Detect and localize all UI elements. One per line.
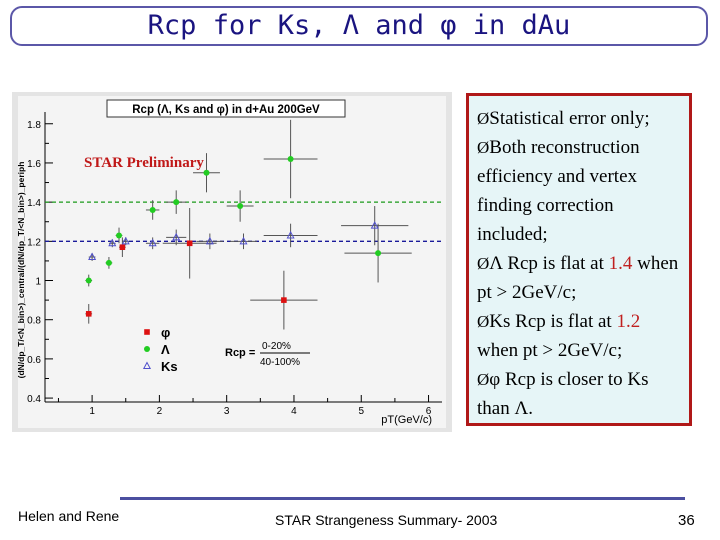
bullet-text: Both reconstruction efficiency and verte… [477, 137, 640, 245]
chart-title: Rcp (Λ, Ks and φ) in d+Au 200GeV [132, 104, 320, 116]
arrow-bullet-icon: Ø [477, 254, 490, 273]
y-axis-label: (dN/dp_T/<N_bin>)_central/(dN/dp_T/<N_bi… [16, 162, 26, 379]
x-tick-label: 3 [224, 406, 230, 417]
y-tick-label: 0.8 [27, 316, 41, 327]
slide-title-box: Rcp for Ks, Λ and φ in dAu [10, 6, 708, 46]
data-point [239, 236, 248, 245]
y-tick-label: 0.4 [27, 394, 41, 405]
bullet-box: ØStatistical error only; ØBoth reconstru… [466, 93, 692, 426]
chart-title-box [106, 99, 346, 118]
legend-marker [142, 361, 152, 369]
footer-title: STAR Strangeness Summary- 2003 [275, 512, 498, 528]
data-point [149, 206, 156, 213]
data-point [286, 230, 295, 239]
data-point [370, 221, 379, 229]
arrow-bullet-icon: Ø [477, 370, 490, 389]
chart-figure: Rcp (Λ, Ks and φ) in d+Au 200GeV STAR Pr… [12, 92, 452, 432]
legend-peripheral-label: 40-100% [260, 357, 300, 368]
legend-marker [144, 329, 150, 335]
y-tick-label: 1.2 [27, 237, 41, 248]
data-point [85, 311, 92, 317]
data-point [375, 250, 382, 257]
data-point [205, 236, 214, 245]
data-point [148, 238, 157, 247]
bullet-text: Ks Rcp is flat at [489, 311, 617, 332]
x-tick-label: 6 [426, 406, 432, 417]
arrow-bullet-icon: Ø [477, 138, 490, 157]
legend-label: φ [161, 325, 170, 340]
data-point [121, 236, 130, 245]
data-point [88, 252, 97, 260]
data-point [105, 259, 112, 266]
bullet-value: 1.4 [608, 253, 633, 274]
bullet-value: 1.2 [616, 311, 641, 332]
series-lambda [85, 119, 412, 287]
chart-axes: 1 2 3 4 5 6 0.4 0.6 0.8 1 1.2 1.4 1.6 1.8 [27, 112, 442, 417]
bullet-text: Λ Rcp is flat at [489, 253, 609, 274]
footer-divider [120, 497, 685, 500]
x-tick-label: 1 [89, 406, 95, 417]
bullet-item: ØΛ Rcp is flat at 1.4 when pt > 2GeV/c; [477, 249, 683, 307]
data-point [287, 156, 294, 163]
x-tick-label: 4 [291, 406, 297, 417]
series-phi [85, 208, 318, 330]
page-number: 36 [678, 512, 695, 529]
y-tick-label: 1.6 [27, 159, 41, 170]
bullet-text: when pt > 2GeV/c; [477, 340, 623, 361]
data-point [237, 203, 244, 210]
footer-author: Helen and Rene [18, 508, 120, 524]
series-ks [88, 206, 409, 261]
legend-rcp-label: Rcp = [225, 347, 255, 359]
legend-label: Λ [161, 342, 170, 357]
bullet-item: ØBoth reconstruction efficiency and vert… [477, 133, 683, 249]
arrow-bullet-icon: Ø [477, 312, 490, 331]
bullet-item: ØStatistical error only; [477, 104, 683, 133]
legend-central-label: 0-20% [262, 341, 291, 352]
data-point [203, 169, 210, 176]
data-point [85, 277, 92, 284]
legend-label: Ks [161, 359, 178, 374]
x-axis-label: pT(GeV/c) [381, 414, 432, 426]
chart-svg: Rcp (Λ, Ks and φ) in d+Au 200GeV STAR Pr… [12, 92, 452, 432]
data-point [119, 244, 126, 251]
y-tick-label: 0.6 [27, 355, 41, 366]
y-tick-label: 1 [35, 277, 41, 288]
data-point [281, 297, 287, 303]
chart-legend: φΛ Ks Rcp = 0-20% 40-100% [142, 325, 310, 374]
x-tick-label: 2 [157, 406, 163, 417]
data-point [186, 240, 193, 247]
star-preliminary-label: STAR Preliminary [84, 155, 204, 171]
bullet-text: when pt > 2GeV/c; [477, 253, 679, 303]
chart-pad [18, 96, 446, 428]
arrow-bullet-icon: Ø [477, 109, 490, 128]
slide-title: Rcp for Ks, Λ and φ in dAu [147, 10, 571, 41]
bullet-text: Statistical error only; [489, 108, 650, 129]
chart-data-points [85, 119, 412, 330]
legend-marker [144, 346, 150, 352]
x-tick-label: 5 [358, 406, 364, 417]
bullet-item: Øφ Rcp is closer to Ks than Λ. [477, 365, 683, 423]
data-point [173, 199, 180, 206]
data-point [108, 238, 117, 247]
y-tick-label: 1.4 [27, 198, 41, 209]
data-point [116, 232, 123, 239]
data-point [172, 232, 181, 241]
bullet-item: ØKs Rcp is flat at 1.2 when pt > 2GeV/c; [477, 307, 683, 365]
bullet-text: φ Rcp is closer to Ks than Λ. [477, 369, 649, 419]
y-tick-label: 1.8 [27, 120, 41, 131]
